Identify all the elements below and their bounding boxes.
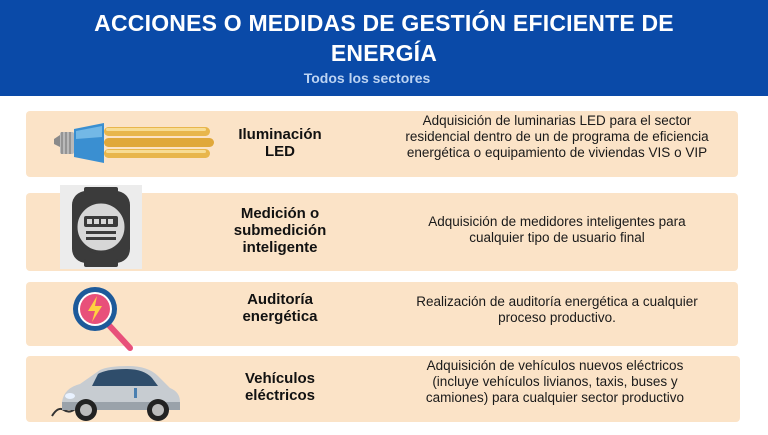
measure-description: Adquisición de vehículos nuevos eléctric… xyxy=(372,358,738,406)
measure-title-line: energética xyxy=(242,308,318,325)
page-title: ACCIONES O MEDIDAS DE GESTIÓN EFICIENTE … xyxy=(0,8,768,68)
measure-description-line: proceso productivo. xyxy=(498,310,616,325)
measure-description-line: Adquisición de medidores inteligentes pa… xyxy=(428,214,686,229)
measure-description-line: energética o equipamiento de viviendas V… xyxy=(406,145,708,160)
measure-title-line: LED xyxy=(265,143,295,160)
measure-title: Iluminación LED xyxy=(205,126,355,160)
measure-title-line: inteligente xyxy=(242,239,318,256)
page-title-line-1: ACCIONES O MEDIDAS DE GESTIÓN EFICIENTE … xyxy=(94,10,674,36)
measure-description-line: Realización de auditoría energética a cu… xyxy=(416,294,698,309)
measure-description-line: Adquisición de vehículos nuevos eléctric… xyxy=(426,358,684,373)
measure-description: Adquisición de luminarias LED para el se… xyxy=(376,113,738,161)
smart-meter-icon xyxy=(60,185,142,274)
measure-description-line: Adquisición de luminarias LED para el se… xyxy=(422,113,692,128)
measure-title-line: Auditoría xyxy=(247,291,313,308)
measure-row-led: Iluminación LED Adquisición de luminaria… xyxy=(26,111,738,177)
measure-description-line: (incluye vehículos livianos, taxis, buse… xyxy=(432,374,678,389)
measure-title: Auditoría energética xyxy=(205,291,355,325)
measure-description-line: cualquier tipo de usuario final xyxy=(469,230,645,245)
measure-description-line: residencial dentro de un de programa de … xyxy=(405,129,709,144)
measure-title-line: Iluminación xyxy=(238,126,322,143)
measure-description: Realización de auditoría energética a cu… xyxy=(376,294,738,326)
page-title-line-2: ENERGÍA xyxy=(330,40,438,66)
energy-audit-icon xyxy=(70,284,142,359)
measure-title: Medición o submedición inteligente xyxy=(205,205,355,256)
measure-description-line: camiones) para cualquier sector producti… xyxy=(425,390,685,405)
electric-car-icon xyxy=(48,358,188,435)
measure-title-line: submedición xyxy=(233,222,327,239)
measure-title-line: Vehículos xyxy=(244,370,316,387)
measure-title-line: Medición o xyxy=(240,205,320,222)
measure-row-electric-vehicles: Vehículos eléctricos Adquisición de vehí… xyxy=(26,356,740,422)
measure-row-energy-audit: Auditoría energética Realización de audi… xyxy=(26,282,738,351)
measure-title: Vehículos eléctricos xyxy=(205,370,355,404)
measure-description: Adquisición de medidores inteligentes pa… xyxy=(376,214,738,246)
header-banner: ACCIONES O MEDIDAS DE GESTIÓN EFICIENTE … xyxy=(0,0,768,96)
led-bulb-icon xyxy=(50,117,220,174)
page-subtitle: Todos los sectores xyxy=(303,70,431,86)
measure-row-smart-metering: Medición o submedición inteligente Adqui… xyxy=(26,185,738,271)
measure-title-line: eléctricos xyxy=(244,387,316,404)
